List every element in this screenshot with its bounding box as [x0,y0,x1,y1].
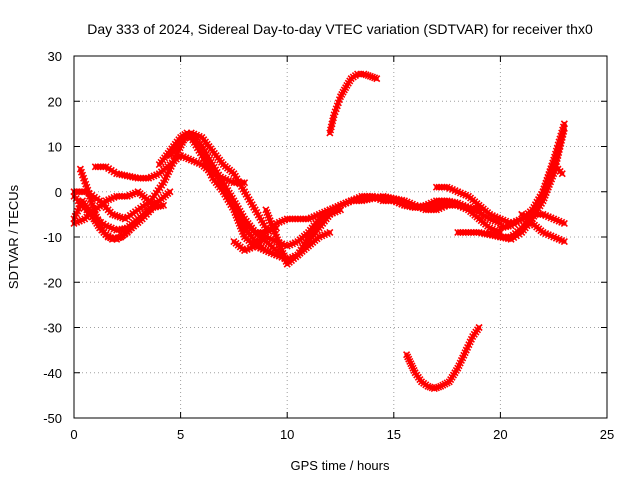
series-arc-8 [166,129,270,232]
y-tick-label: -30 [43,321,62,336]
data-point [464,228,472,237]
data-point [438,183,446,191]
data-point [134,174,142,182]
data-point [456,228,464,237]
data-point [560,219,568,227]
series-arc-3 [70,192,142,234]
data-point [560,237,568,246]
data-point [454,228,462,237]
y-axis-label: SDTVAR / TECUs [6,184,21,289]
grid [74,56,607,418]
data-point [288,215,297,223]
chart-title: Day 333 of 2024, Sidereal Day-to-day VTE… [87,21,593,37]
y-tick-label: 0 [55,185,62,200]
data-point [155,201,163,209]
data-point [427,206,435,214]
data-point [440,183,449,191]
data-point [99,163,107,171]
series-arc-20 [518,210,568,246]
data-point [97,163,105,171]
data-point [459,228,467,237]
data-point [134,215,142,223]
x-tick-label: 25 [600,427,614,442]
data-point [137,174,145,182]
data-point [118,192,126,200]
data-point [347,197,355,205]
data-point [430,206,438,214]
plot-frame [73,55,608,419]
y-tick-label: -50 [43,411,62,426]
data-point [142,174,150,182]
data-point [435,197,443,205]
y-tick-label: -40 [43,366,62,381]
data-point [373,75,381,83]
data-point [432,183,441,191]
y-tick-label: -10 [43,230,62,245]
x-tick-label: 15 [387,427,401,442]
data-point [443,201,451,209]
data-point [302,215,310,223]
data-point [432,197,441,205]
y-tick-label: 10 [48,140,62,155]
data-point [424,206,433,214]
data-point [113,192,121,200]
data-point [299,215,307,223]
data-point [296,215,305,223]
data-point [422,206,430,214]
data-series [70,70,568,393]
axis-ticks: 0 5 10 15 20 25 -50 -40 -30 -20 -10 0 10 20 30 [43,49,614,442]
data-point [283,215,291,223]
data-point [470,228,478,237]
data-point [475,323,483,332]
y-tick-label: -20 [43,275,62,290]
series-arc-14 [326,70,381,137]
x-tick-label: 5 [177,427,184,442]
data-point [435,183,443,191]
data-point [560,124,568,132]
data-point [94,163,102,171]
data-point [121,192,129,200]
x-tick-label: 0 [70,427,77,442]
data-point [451,201,459,209]
data-point [286,215,294,223]
data-point [558,170,566,178]
data-point [91,163,99,171]
data-point [326,228,334,237]
series-arc-19 [496,161,566,232]
series-arc-13 [262,192,504,268]
data-point [446,201,454,209]
data-point [350,197,358,205]
x-axis-label: GPS time / hours [291,458,390,473]
y-tick-label: 20 [48,94,62,109]
data-point [166,188,174,196]
data-point [467,228,475,237]
data-point [448,201,456,209]
data-point [291,215,299,223]
data-point [139,174,147,182]
data-point [352,197,361,205]
series-arc-15 [403,323,483,393]
data-point [294,215,302,223]
x-tick-label: 20 [493,427,507,442]
data-point [462,228,470,237]
data-point [115,192,123,200]
x-tick-label: 10 [280,427,294,442]
y-tick-label: 30 [48,49,62,64]
